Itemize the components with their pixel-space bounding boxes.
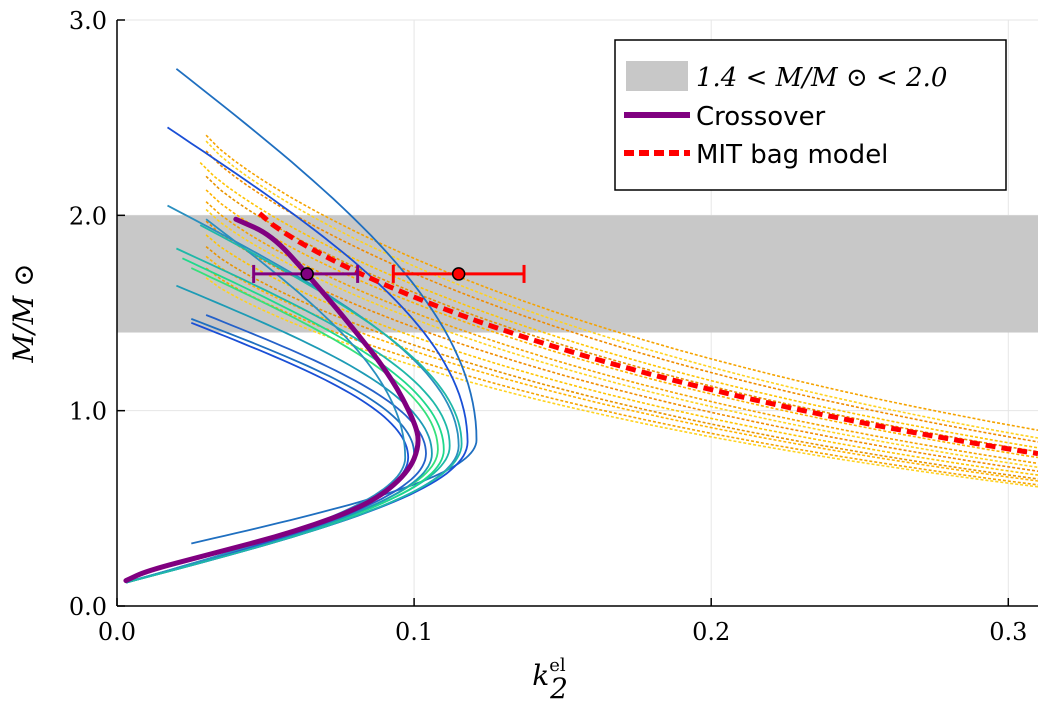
y-tick-label-3: 3.0 [69, 7, 107, 35]
crossover-curve-7 [125, 314, 427, 584]
mit-curve-8 [205, 220, 1038, 472]
mit-curve-2 [205, 150, 1038, 443]
mit-curve-11 [205, 255, 1038, 482]
mit-curve-13 [205, 277, 1038, 488]
legend-label-band: 1.4 < M/M ⊙ < 2.0 [696, 63, 947, 93]
x-axis-label: kel 2 [532, 655, 568, 705]
legend-label-mit: MIT bag model [696, 140, 888, 170]
crossover-curve-0 [175, 68, 478, 545]
mit-curve-6 [205, 201, 1038, 465]
crossover-highlight-curve [123, 216, 421, 584]
mit-curve-1 [205, 140, 1038, 439]
mit-curve-7 [205, 208, 1038, 469]
x-tick-label-3: 0.3 [989, 618, 1027, 646]
mit-curve-0 [205, 134, 1038, 431]
x-axis-label-sup: el [549, 655, 566, 676]
svg-text:kel: kel [532, 655, 566, 692]
error-bars [252, 264, 526, 283]
errorbar-point-0 [300, 267, 314, 281]
highlight-curves [123, 211, 1038, 584]
legend: 1.4 < M/M ⊙ < 2.0 Crossover MIT bag mode… [614, 39, 1007, 191]
legend-label-crossover: Crossover [696, 102, 826, 132]
y-tick-label-1: 1.0 [69, 398, 107, 426]
y-tick-label-0: 0.0 [69, 593, 107, 621]
y-tick-label-2: 2.0 [69, 202, 107, 230]
crossover-curve-1 [125, 126, 469, 584]
mit-curve-3 [199, 162, 1038, 449]
mit-curve-12 [205, 267, 1038, 486]
y-axis-label: M/M ⊙ [7, 263, 40, 363]
x-tick-label-1: 0.1 [395, 618, 433, 646]
mit-curve-9 [205, 234, 1038, 476]
ticks: 0.0 0.1 0.2 0.3 0.0 1.0 2.0 3.0 [69, 7, 1028, 646]
x-axis-label-main: k [532, 659, 549, 692]
x-tick-label-0: 0.0 [98, 618, 136, 646]
x-tick-label-2: 0.2 [692, 618, 730, 646]
x-axis-label-sub: 2 [549, 672, 568, 705]
mit-highlight-curve [257, 211, 1038, 457]
legend-swatch-band [626, 61, 688, 91]
crossover-curve-6 [125, 284, 433, 584]
axes [116, 20, 1038, 607]
errorbar-point-1 [451, 267, 466, 281]
